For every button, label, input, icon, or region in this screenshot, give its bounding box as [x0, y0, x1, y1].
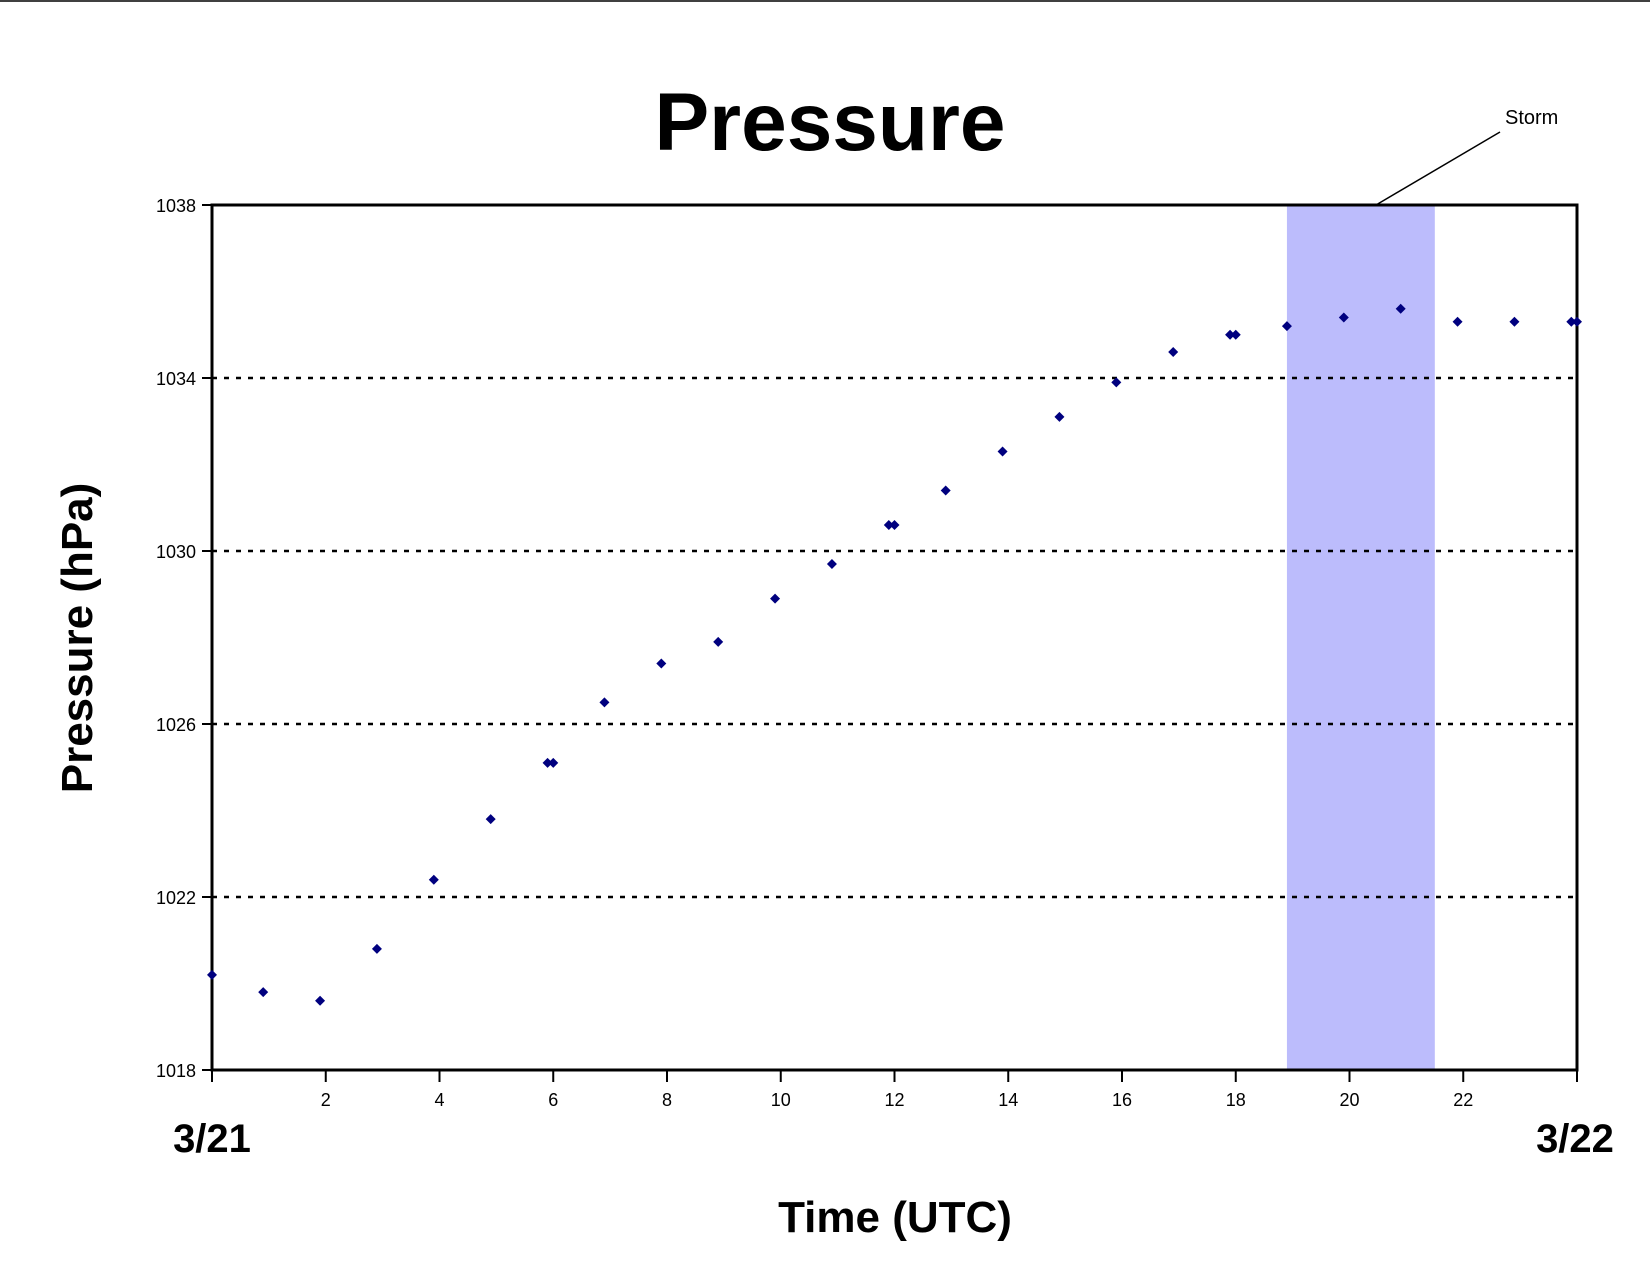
y-tick-label-1030: 1030 — [156, 542, 196, 562]
x-tick-label-22: 22 — [1453, 1090, 1473, 1110]
x-tick-label-14: 14 — [998, 1090, 1018, 1110]
x-tick-label-16: 16 — [1112, 1090, 1132, 1110]
y-axis-title: Pressure (hPa) — [53, 483, 102, 794]
data-point — [656, 658, 667, 669]
y-tick-label-1018: 1018 — [156, 1061, 196, 1081]
storm-callout-line — [1375, 131, 1501, 206]
x-tick-label-8: 8 — [662, 1090, 672, 1110]
data-point — [1111, 377, 1122, 388]
data-point — [371, 943, 382, 954]
data-point — [1572, 316, 1582, 327]
data-point — [1054, 411, 1065, 422]
y-tick-label-1038: 1038 — [156, 196, 196, 216]
start-date-label: 3/21 — [173, 1117, 251, 1161]
y-tick-label-1026: 1026 — [156, 715, 196, 735]
data-point — [1509, 316, 1520, 327]
data-point — [770, 593, 781, 604]
data-point — [883, 520, 894, 531]
storm-label: Storm — [1505, 107, 1558, 129]
x-tick-label-2: 2 — [321, 1090, 331, 1110]
data-point — [940, 485, 951, 496]
data-point — [1338, 312, 1349, 323]
data-point — [889, 520, 900, 531]
chart-title: Pressure — [654, 77, 1005, 168]
data-point — [1168, 347, 1179, 358]
data-point — [713, 636, 724, 647]
data-point — [1395, 303, 1406, 314]
x-tick-label-6: 6 — [548, 1090, 558, 1110]
y-tick-label-1022: 1022 — [156, 888, 196, 908]
data-point — [428, 874, 439, 885]
data-point — [1452, 316, 1463, 327]
x-tick-label-18: 18 — [1226, 1090, 1246, 1110]
x-tick-label-10: 10 — [771, 1090, 791, 1110]
data-point — [1225, 329, 1236, 340]
data-point — [207, 969, 217, 980]
x-axis-title: Time (UTC) — [778, 1193, 1012, 1242]
data-point — [258, 987, 269, 998]
data-point — [997, 446, 1008, 457]
data-point — [1566, 316, 1577, 327]
data-point — [542, 757, 553, 768]
data-point — [599, 697, 610, 708]
data-point — [1281, 321, 1292, 332]
storm-band — [1286, 205, 1435, 1070]
x-tick-label-12: 12 — [884, 1090, 904, 1110]
plot-area: 1018 1022 1026 1030 1034 1038 2 4 6 8 10 12 14 16 18 20… — [156, 107, 1582, 1110]
data-point — [826, 558, 837, 569]
end-date-label: 3/22 — [1536, 1117, 1614, 1161]
data-point — [315, 995, 326, 1006]
data-point — [548, 757, 559, 768]
data-point — [1230, 329, 1241, 340]
data-point — [485, 814, 496, 825]
x-tick-label-4: 4 — [434, 1090, 444, 1110]
y-tick-label-1034: 1034 — [156, 369, 196, 389]
x-tick-label-20: 20 — [1339, 1090, 1359, 1110]
